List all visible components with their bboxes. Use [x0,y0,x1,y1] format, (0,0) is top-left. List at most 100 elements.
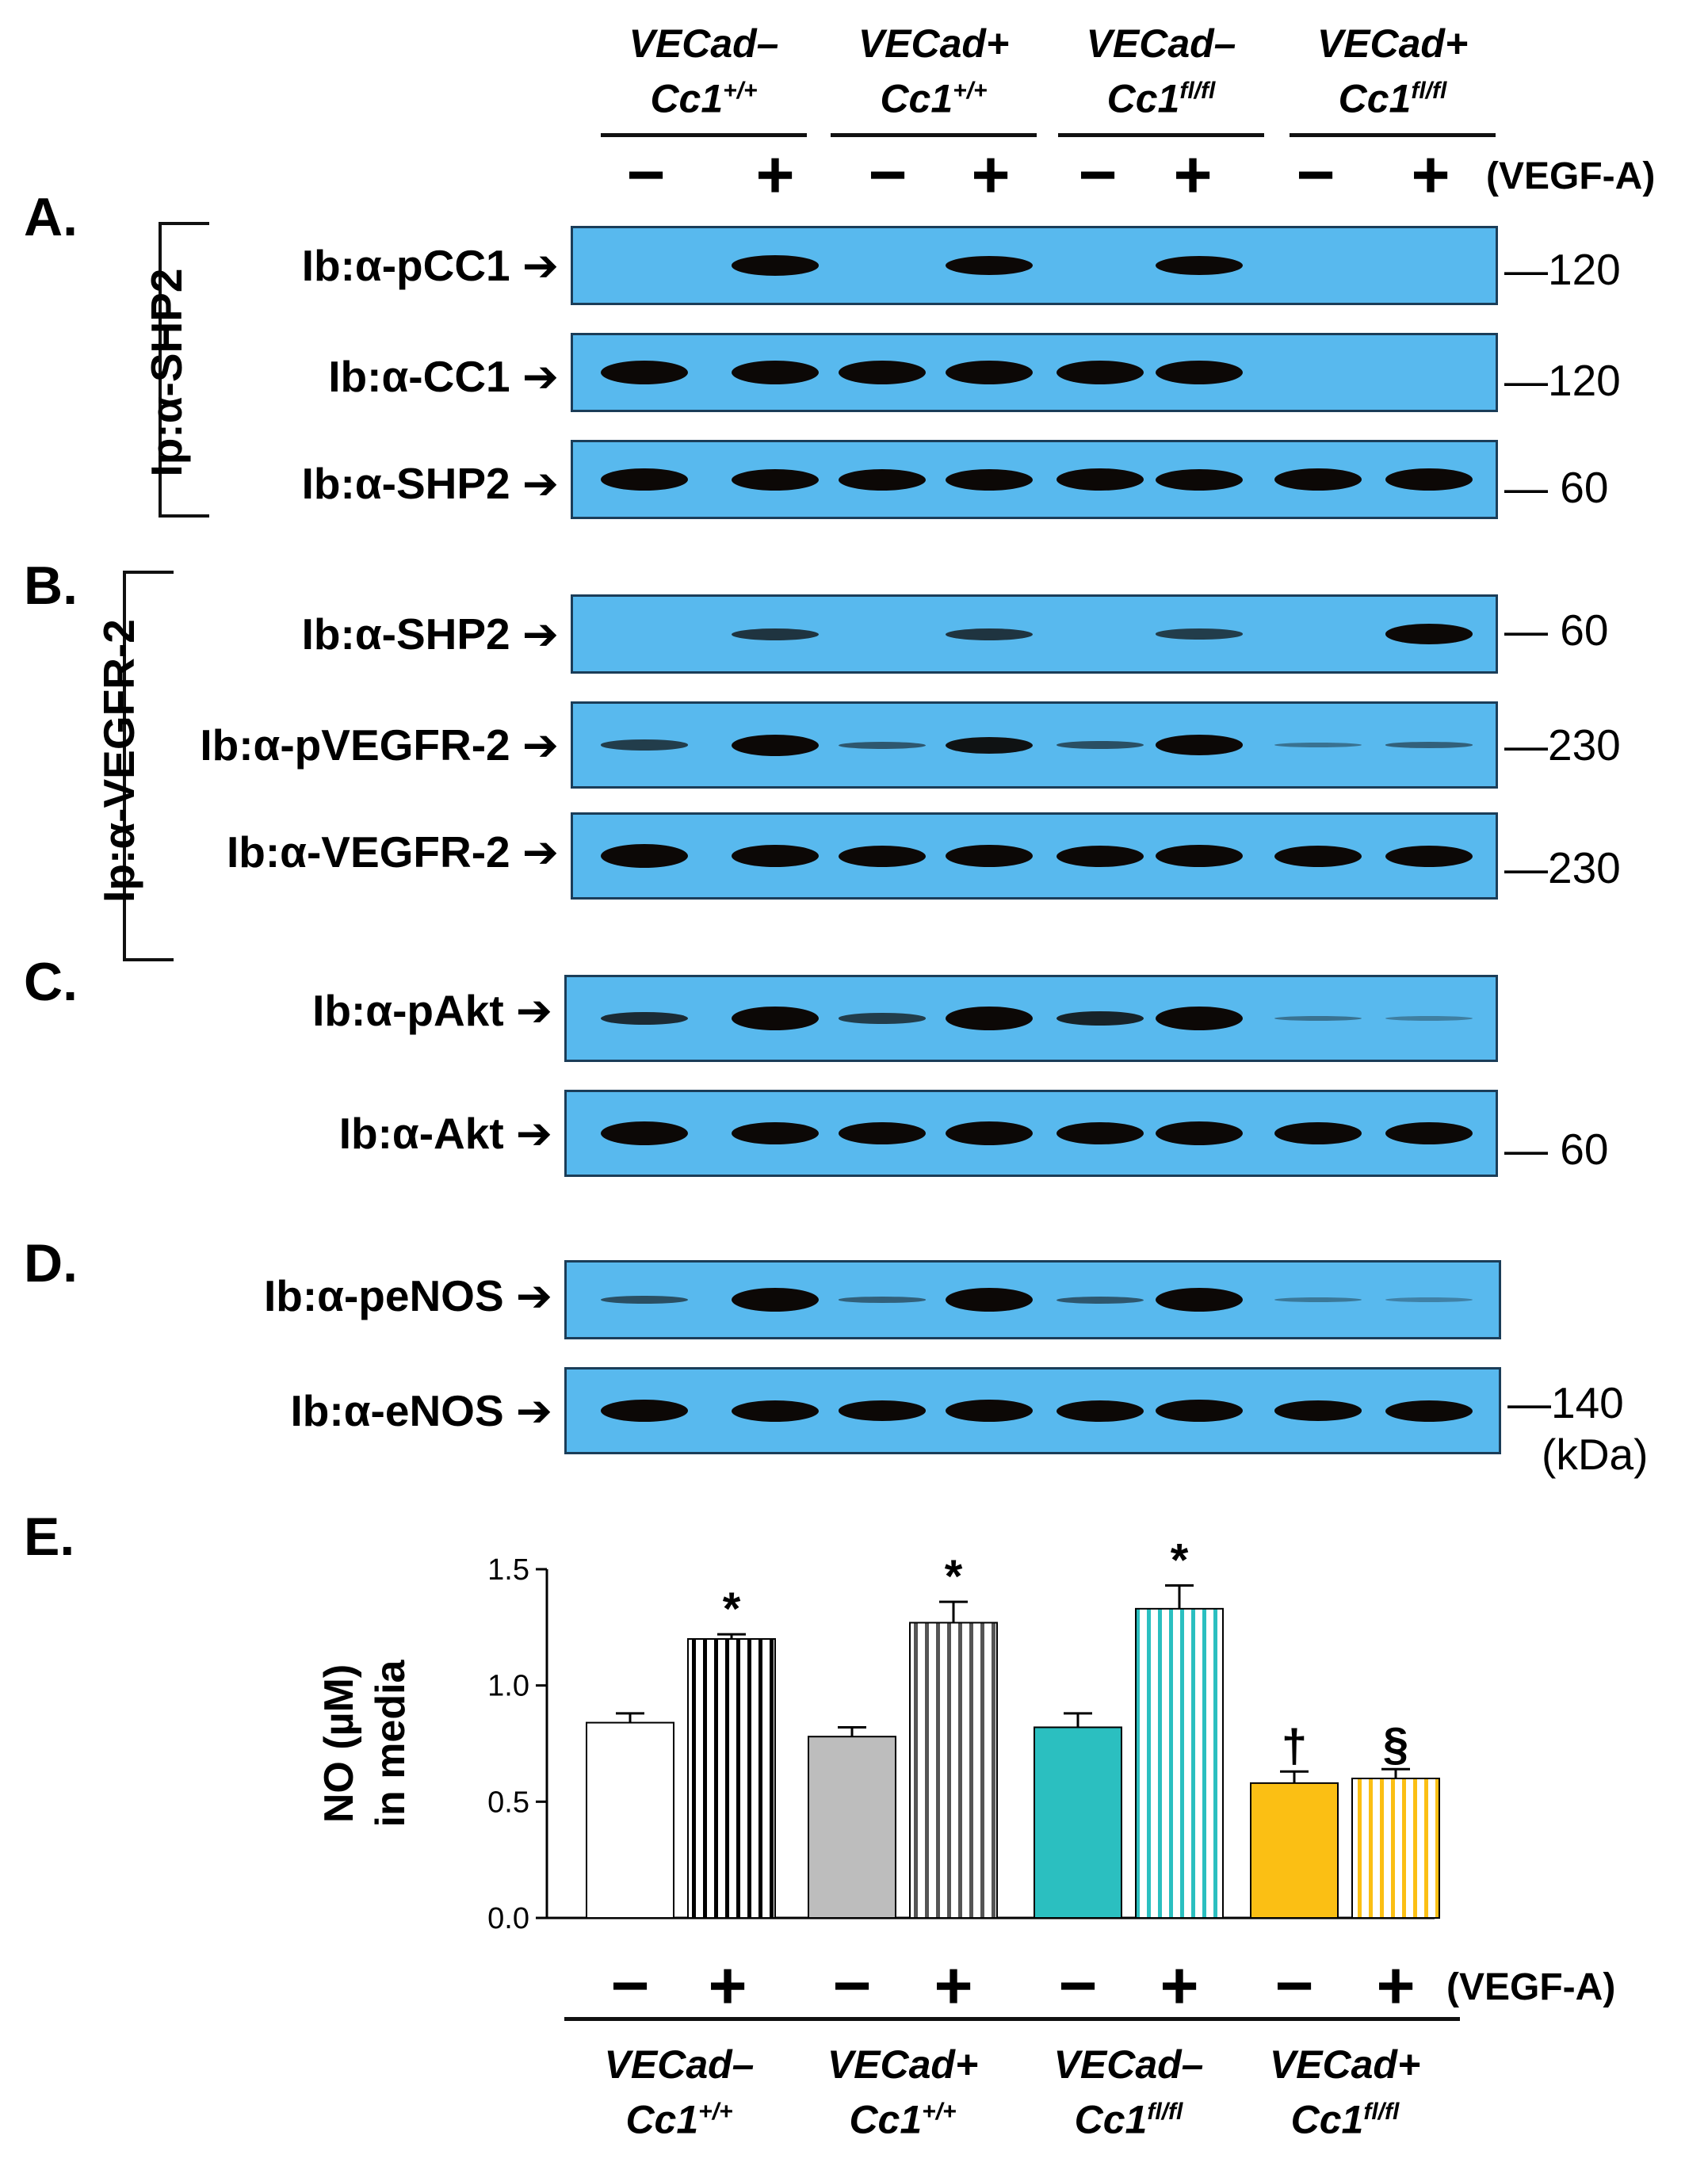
y-tick-label: 0.5 [487,1786,529,1819]
group-label-sup: fl/fl [1411,78,1447,104]
blot-band [601,1011,688,1026]
blot-band [1274,1400,1362,1421]
blot-band [601,361,688,384]
blot-band [1274,743,1362,747]
minus-sign: − [1078,137,1118,212]
blot-band [601,1295,688,1305]
group-underline [1014,2017,1244,2021]
bar [1034,1726,1122,1919]
blot-band [839,1400,926,1421]
panel-letter-d: D. [24,1233,78,1293]
blot-band [1156,256,1243,275]
blot-panel [571,333,1498,412]
group-label-sup: fl/fl [1363,2099,1400,2125]
molecular-weight-marker: —230 [1504,720,1621,770]
no-bar-chart: 0.0 0.5 1.0 1.5 NO (µM) in media * * * † § [316,1538,1440,1935]
significance-mark: * [1171,1538,1189,1587]
plus-sign: + [1160,1948,1199,2023]
panel-letter-b: B. [24,556,78,616]
blot-panel [564,1090,1498,1177]
group-underline [788,2017,1018,2021]
significance-mark: * [945,1551,963,1603]
blot-band [601,1399,688,1423]
group-label-bottom: Cc1+/+ [650,76,758,121]
group-underline [1058,133,1264,137]
blot-band [732,734,819,756]
group-label-top: VECad+ [858,21,1010,66]
group-label-top: VECad+ [1316,21,1469,66]
group-label-top: VECad– [604,2042,755,2087]
blot-label: Ib:α-CC1 ➔ [328,352,559,401]
blot-band [1274,845,1362,867]
blot-band [601,468,688,491]
group-underline [1290,133,1496,137]
blot-panel [571,226,1498,305]
blot-band [1156,735,1243,755]
blot-label: Ib:α-peNOS ➔ [263,1271,552,1320]
blot-band [839,1121,926,1145]
panel-letter-e: E. [24,1507,75,1567]
blot-band [1274,1297,1362,1302]
blot-label: Ib:α-pVEGFR-2 ➔ [200,720,559,770]
blot-band [946,844,1033,868]
y-tick-label: 0.0 [487,1902,529,1935]
group-label-bottom: Cc1fl/fl [1290,2097,1400,2142]
group-label: VECad+ Cc1fl/fl [1290,20,1496,123]
vegf-label: (VEGF-A) [1446,1966,1616,2008]
y-axis-label-line2: in media [368,1659,414,1827]
blot-band [1385,1400,1473,1422]
blot-band [839,1297,926,1303]
group-underline [831,133,1037,137]
blot-band [1274,1121,1362,1145]
group-label-top: VECad+ [827,2042,979,2087]
y-axis-label-line1: NO (µM) [316,1664,362,1823]
plus-sign: + [934,1948,973,2023]
ip-bracket-b [123,571,174,961]
blot-band [1385,468,1473,491]
group-label: VECad+ Cc1fl/fl [1242,2041,1448,2144]
blot-band [1385,742,1473,748]
group-label-sup: +/+ [953,78,988,104]
panel-letter-c: C. [24,952,78,1012]
y-tick-label: 1.0 [487,1670,529,1703]
group-underline [564,2017,794,2021]
molecular-weight-marker: — 60 [1504,463,1609,512]
blot-band [1057,740,1144,750]
group-label: VECad– Cc1fl/fl [1058,20,1264,123]
bar [1250,1782,1339,1919]
group-label-sup: fl/fl [1147,2099,1183,2125]
group-label-bottom: Cc1fl/fl [1338,76,1447,121]
blot-band [601,1121,688,1145]
blot-band [946,1007,1033,1030]
plus-sign: + [755,137,795,212]
group-label-sup: +/+ [723,78,758,104]
blot-band [1057,1011,1144,1026]
group-label-bottom: Cc1+/+ [849,2097,957,2142]
blot-label: Ib:α-SHP2 ➔ [301,459,559,508]
blot-label: Ib:α-SHP2 ➔ [301,609,559,659]
blot-band [1156,628,1243,640]
plus-sign: + [971,137,1011,212]
blot-band [946,1399,1033,1423]
blot-label: Ib:α-VEGFR-2 ➔ [226,827,559,877]
group-label: VECad– Cc1+/+ [576,2041,782,2144]
blot-band [1274,1016,1362,1021]
blot-band [946,628,1033,640]
bar [687,1638,776,1919]
molecular-weight-marker: —120 [1504,356,1621,405]
blot-band [1385,1016,1473,1021]
group-label: VECad+ Cc1+/+ [800,2041,1006,2144]
plus-sign: + [1376,1948,1416,2023]
y-tick-label: 1.5 [487,1553,529,1587]
minus-sign: − [1274,1948,1314,2023]
group-label-top: VECad– [1053,2042,1204,2087]
blot-panel [571,594,1498,674]
blot-band [732,628,819,640]
blot-band [1057,845,1144,867]
blot-band [839,468,926,491]
blot-band [601,739,688,751]
blot-band [1057,1296,1144,1304]
blot-band [1057,1400,1144,1422]
panel-letter-a: A. [24,187,78,247]
minus-sign: − [610,1948,650,2023]
